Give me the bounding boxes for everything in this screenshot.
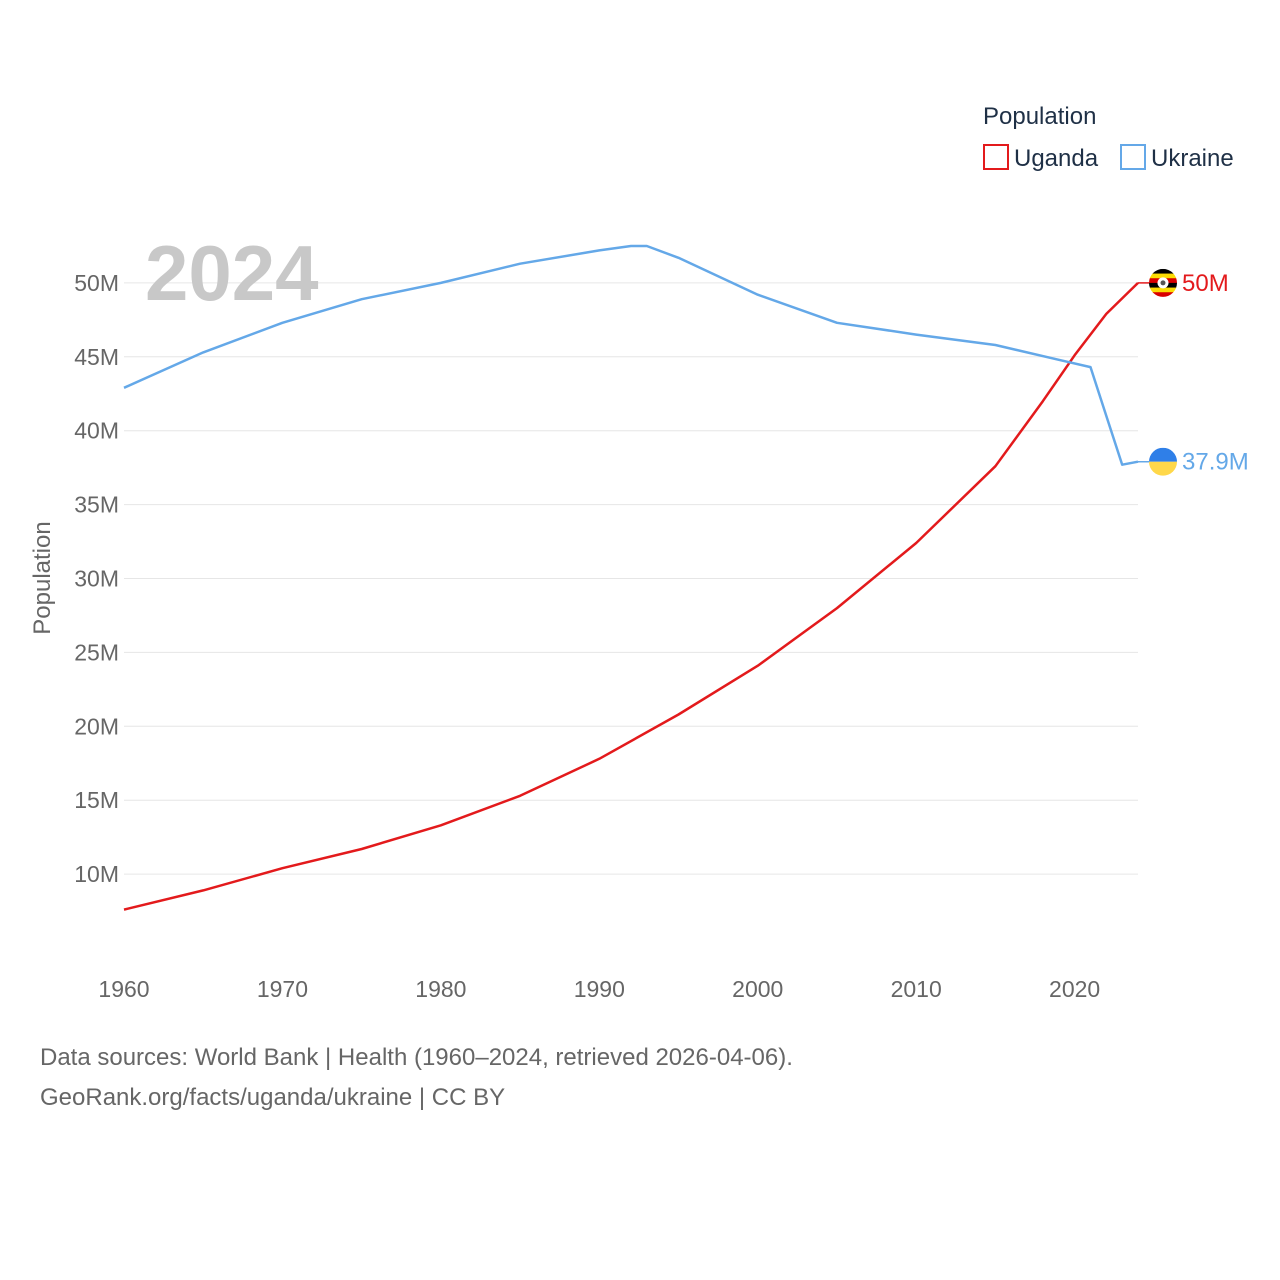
ukraine-flag-icon	[1149, 447, 1177, 476]
x-tick-label: 2010	[891, 976, 942, 1002]
grid-lines	[124, 282, 1138, 875]
y-axis-title: Population	[29, 521, 56, 634]
legend-title: Population	[983, 103, 1096, 130]
legend-label-ukraine: Ukraine	[1151, 145, 1234, 172]
end-label-uganda: 50M	[1182, 270, 1229, 297]
x-tick-label: 1970	[257, 976, 308, 1002]
y-tick-label: 30M	[74, 566, 119, 592]
footer-source: Data sources: World Bank | Health (1960–…	[40, 1044, 793, 1071]
series-endpoints: 50M 37.9M	[1138, 268, 1249, 476]
y-tick-label: 45M	[74, 344, 119, 370]
y-tick-label: 50M	[74, 270, 119, 296]
y-tick-label: 25M	[74, 639, 119, 665]
x-tick-label: 1980	[415, 976, 466, 1002]
legend-swatch-uganda	[983, 144, 1009, 170]
legend-swatch-ukraine	[1120, 144, 1146, 170]
series-lines	[123, 244, 1139, 911]
x-tick-label: 2020	[1049, 976, 1100, 1002]
legend-label-uganda: Uganda	[1014, 145, 1099, 172]
legend-item-ukraine[interactable]: Ukraine	[1120, 144, 1234, 172]
year-watermark: 2024	[145, 229, 319, 317]
x-tick-label: 1960	[98, 976, 149, 1002]
footer-credit[interactable]: GeoRank.org/facts/uganda/ukraine | CC BY	[40, 1084, 506, 1111]
y-axis-ticks: 10M 15M 20M 25M 30M 35M 40M 45M 50M	[74, 270, 119, 887]
series-line-ukraine[interactable]	[123, 244, 1139, 466]
legend: Population Uganda Ukraine	[983, 103, 1234, 172]
legend-item-uganda[interactable]: Uganda	[983, 144, 1099, 172]
y-tick-label: 40M	[74, 418, 119, 444]
end-label-ukraine: 37.9M	[1182, 449, 1249, 476]
y-tick-label: 10M	[74, 861, 119, 887]
series-line-uganda[interactable]	[123, 282, 1139, 911]
uganda-flag-icon	[1149, 268, 1177, 297]
y-tick-label: 20M	[74, 713, 119, 739]
y-tick-label: 35M	[74, 492, 119, 518]
x-tick-label: 2000	[732, 976, 783, 1002]
y-tick-label: 15M	[74, 787, 119, 813]
x-axis-ticks: 1960 1970 1980 1990 2000 2010 2020	[98, 976, 1100, 1002]
x-tick-label: 1990	[574, 976, 625, 1002]
